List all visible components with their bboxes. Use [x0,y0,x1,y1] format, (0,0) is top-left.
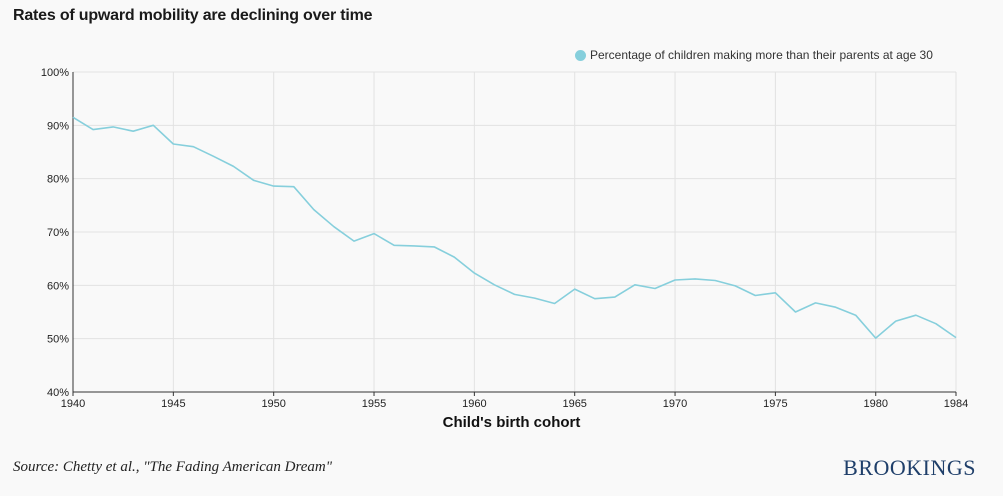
x-tick-label: 1960 [462,398,486,410]
y-tick-label: 90% [47,120,69,132]
x-tick-label: 1965 [562,398,586,410]
y-tick-label: 50% [47,334,69,346]
x-tick-label: 1980 [863,398,887,410]
source-note: Source: Chetty et al., "The Fading Ameri… [13,459,333,475]
series-line [72,116,957,339]
x-tick-label: 1955 [362,398,386,410]
x-tick-label: 1950 [261,398,285,410]
x-tick-label: 1940 [61,398,85,410]
y-tick-label: 100% [41,67,69,79]
legend: Percentage of children making more than … [575,48,933,62]
legend-marker [575,49,586,61]
y-tick-label: 40% [47,387,69,399]
y-tick-label: 60% [47,280,69,292]
brookings-logo: BROOKINGS [843,455,976,480]
chart-title: Rates of upward mobility are declining o… [13,7,373,24]
y-tick-label: 80% [47,174,69,186]
x-tick-label: 1970 [663,398,687,410]
x-tick-label: 1975 [763,398,787,410]
x-axis-label: Child's birth cohort [443,414,581,431]
y-tick-label: 70% [47,227,69,239]
x-tick-label: 1945 [161,398,185,410]
legend-label: Percentage of children making more than … [590,48,933,62]
x-tick-label: 1984 [944,398,968,410]
